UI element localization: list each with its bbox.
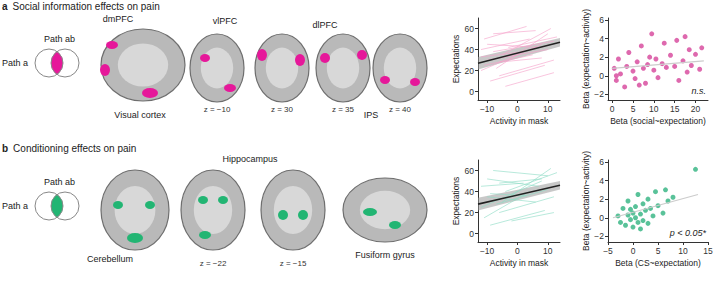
svg-text:2: 2 <box>599 52 604 62</box>
svg-text:Hippocampus: Hippocampus <box>222 154 278 164</box>
svg-text:0: 0 <box>610 104 615 114</box>
svg-text:20: 20 <box>465 66 475 76</box>
svg-text:5: 5 <box>631 104 636 114</box>
svg-text:z = 35: z = 35 <box>332 105 355 114</box>
svg-text:aSocial information effects on: aSocial information effects on pain <box>2 1 160 12</box>
svg-text:6: 6 <box>599 157 604 167</box>
svg-text:40: 40 <box>465 45 475 55</box>
svg-text:10: 10 <box>678 246 688 256</box>
svg-text:20: 20 <box>465 208 475 218</box>
svg-text:4: 4 <box>599 34 604 44</box>
svg-text:0: 0 <box>515 246 520 256</box>
svg-text:Path ab: Path ab <box>44 34 75 44</box>
svg-text:2: 2 <box>599 194 604 204</box>
svg-text:0: 0 <box>515 104 520 114</box>
svg-text:Beta (CS~expectation): Beta (CS~expectation) <box>615 258 701 268</box>
svg-text:−10: −10 <box>480 246 495 256</box>
svg-text:Activity in mask: Activity in mask <box>490 258 549 268</box>
svg-text:Beta (social~expectation): Beta (social~expectation) <box>610 116 706 126</box>
svg-text:−10: −10 <box>480 104 495 114</box>
svg-text:Visual cortex: Visual cortex <box>114 110 166 120</box>
svg-text:n.s.: n.s. <box>691 86 706 96</box>
svg-text:0: 0 <box>599 71 604 81</box>
svg-text:10: 10 <box>543 104 553 114</box>
svg-text:z = −15: z = −15 <box>280 259 307 268</box>
svg-text:dlPFC: dlPFC <box>312 20 338 30</box>
svg-text:0: 0 <box>631 246 636 256</box>
svg-text:−2: −2 <box>594 231 604 241</box>
svg-text:dmPFC: dmPFC <box>103 14 134 24</box>
svg-text:Expectations: Expectations <box>451 35 461 84</box>
svg-text:10: 10 <box>543 246 553 256</box>
svg-text:60: 60 <box>465 24 475 34</box>
svg-text:20: 20 <box>691 104 701 114</box>
svg-text:4: 4 <box>599 176 604 186</box>
svg-text:0: 0 <box>469 229 474 239</box>
svg-text:Expectations: Expectations <box>451 177 461 226</box>
svg-text:10: 10 <box>649 104 659 114</box>
svg-text:Fusiform gyrus: Fusiform gyrus <box>355 250 415 260</box>
svg-text:6: 6 <box>599 15 604 25</box>
svg-text:5: 5 <box>656 246 661 256</box>
svg-text:40: 40 <box>465 187 475 197</box>
svg-text:Path a: Path a <box>2 58 28 68</box>
svg-text:IPS: IPS <box>364 110 379 120</box>
svg-text:p < 0.05*: p < 0.05* <box>669 228 707 238</box>
svg-text:Activity in mask: Activity in mask <box>490 116 549 126</box>
svg-text:60: 60 <box>465 166 475 176</box>
svg-text:Path a: Path a <box>2 201 28 211</box>
svg-text:0: 0 <box>599 213 604 223</box>
svg-text:Beta (expectation~activity): Beta (expectation~activity) <box>581 9 591 109</box>
svg-text:Path ab: Path ab <box>44 177 75 187</box>
svg-text:z = 30: z = 30 <box>271 105 294 114</box>
svg-text:z = 40: z = 40 <box>389 105 412 114</box>
svg-text:bConditioning effects on pain: bConditioning effects on pain <box>2 143 136 154</box>
svg-text:Cerebellum: Cerebellum <box>87 254 133 264</box>
svg-text:z = −22: z = −22 <box>200 259 227 268</box>
svg-text:z = −10: z = −10 <box>204 105 231 114</box>
svg-text:−2: −2 <box>594 89 604 99</box>
svg-text:15: 15 <box>703 246 713 256</box>
svg-text:vlPFC: vlPFC <box>213 16 238 26</box>
svg-text:−5: −5 <box>603 246 613 256</box>
svg-text:15: 15 <box>670 104 680 114</box>
svg-text:0: 0 <box>469 87 474 97</box>
svg-text:Beta (expectation~activity): Beta (expectation~activity) <box>581 151 591 251</box>
